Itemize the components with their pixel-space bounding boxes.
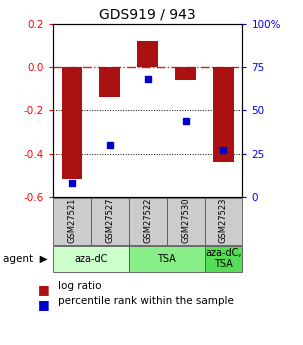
Bar xyxy=(213,67,234,162)
Bar xyxy=(129,198,167,245)
Text: GSM27523: GSM27523 xyxy=(219,198,228,244)
Bar xyxy=(175,67,196,80)
Title: GDS919 / 943: GDS919 / 943 xyxy=(99,8,196,22)
Text: agent  ▶: agent ▶ xyxy=(3,254,48,264)
Bar xyxy=(129,246,205,272)
Text: aza-dC,
TSA: aza-dC, TSA xyxy=(205,248,242,269)
Bar xyxy=(205,198,242,245)
Bar xyxy=(167,198,205,245)
Bar xyxy=(99,67,120,98)
Text: ■: ■ xyxy=(38,283,50,296)
Text: GSM27530: GSM27530 xyxy=(181,198,190,244)
Text: aza-dC: aza-dC xyxy=(74,254,108,264)
Text: GSM27522: GSM27522 xyxy=(143,198,152,244)
Bar xyxy=(91,198,129,245)
Text: ■: ■ xyxy=(38,298,50,311)
Bar xyxy=(62,67,82,179)
Text: percentile rank within the sample: percentile rank within the sample xyxy=(58,296,233,306)
Text: GSM27521: GSM27521 xyxy=(68,198,76,244)
Text: TSA: TSA xyxy=(157,254,176,264)
Bar xyxy=(205,246,242,272)
Bar xyxy=(137,41,158,67)
Bar xyxy=(53,198,91,245)
Text: GSM27527: GSM27527 xyxy=(105,198,114,244)
Text: log ratio: log ratio xyxy=(58,281,101,291)
Bar xyxy=(53,246,129,272)
